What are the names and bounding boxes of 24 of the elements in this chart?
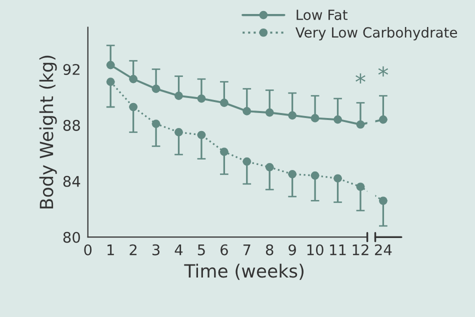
x-tick-label: 12 [352,244,368,256]
legend-label: Very Low Carbohydrate [295,26,458,40]
y-tick-label: 84 [63,176,80,187]
y-axis-title: Body Weight (kg) [39,56,57,208]
x-tick-label: 9 [288,244,296,256]
legend-label: Low Fat [296,10,348,20]
y-tick-label: 88 [63,120,80,131]
x-tick-label: 7 [243,244,250,256]
x-tick-label: 10 [307,244,324,256]
annotation: * [356,73,366,84]
x-tick-label: 5 [198,244,205,256]
y-tick-label: 80 [63,232,80,243]
annotation: * [378,66,388,76]
x-tick-label: 1 [108,244,114,256]
x-tick-label: 11 [330,244,346,256]
x-tick-label: 4 [174,244,183,256]
x-tick-label: 6 [220,244,228,256]
x-tick-label: 24 [374,244,392,256]
x-tick-label: 2 [130,244,136,256]
x-axis-title: Time (weeks) [184,264,304,280]
x-tick-label: 0 [84,244,92,256]
x-tick-label: 3 [152,244,160,256]
x-tick-label: 8 [266,244,274,256]
y-tick-label: 92 [63,64,80,75]
